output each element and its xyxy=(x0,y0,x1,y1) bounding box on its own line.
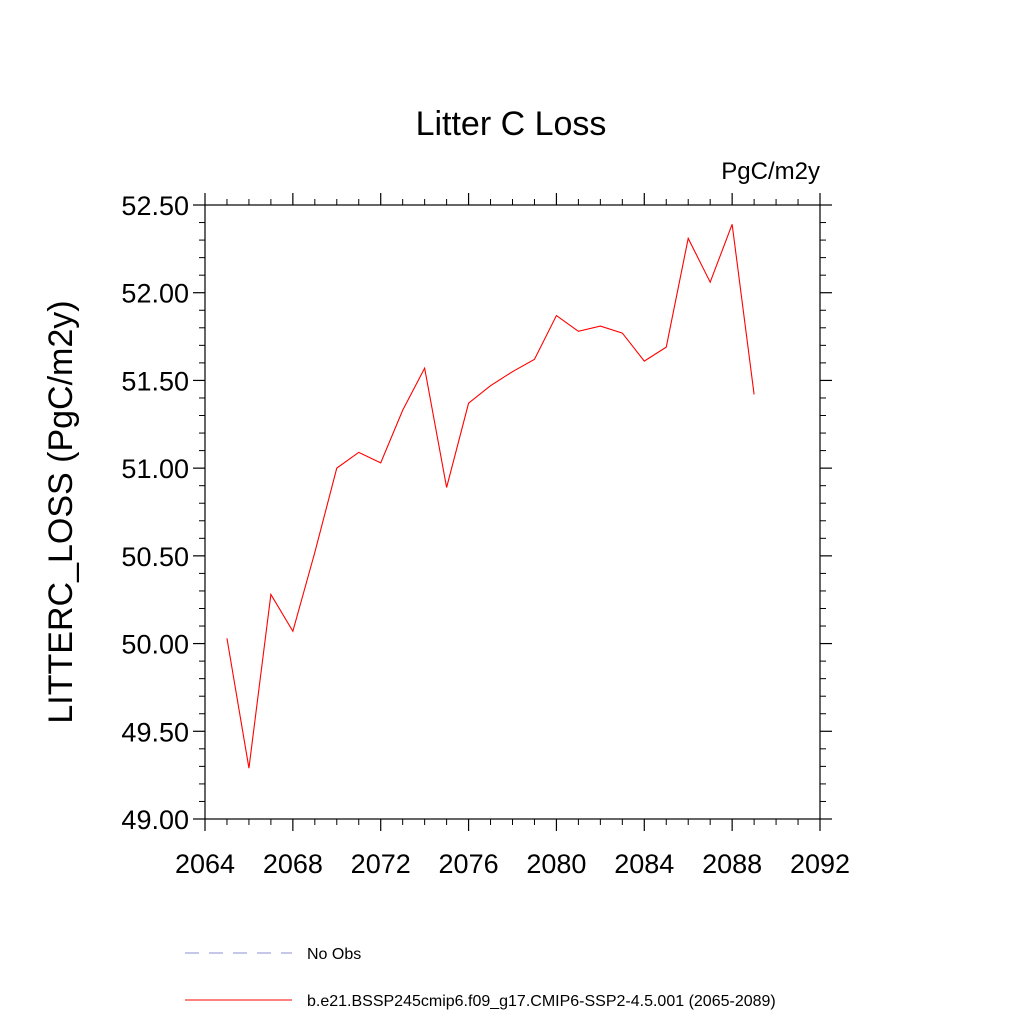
y-tick-label: 50.00 xyxy=(121,630,189,660)
plot-frame xyxy=(204,204,821,820)
minor-ticks xyxy=(199,199,826,825)
x-tick-label: 2068 xyxy=(263,849,323,879)
x-tick-label: 2088 xyxy=(702,849,762,879)
chart-title: Litter C Loss xyxy=(416,105,607,143)
y-tick-label: 52.50 xyxy=(121,191,189,221)
y-tick-label: 51.50 xyxy=(121,366,189,396)
y-axis: 49.00 49.50 50.00 50.50 51.00 51.50 52.00 52.50 xyxy=(121,191,832,835)
legend-label-model: b.e21.BSSP245cmip6.f09_g17.CMIP6-SSP2-4.… xyxy=(307,993,776,1010)
series-layer xyxy=(226,224,755,769)
y-tick-label: 49.50 xyxy=(121,717,189,747)
x-tick-label: 2072 xyxy=(351,849,411,879)
y-tick-label: 50.50 xyxy=(121,542,189,572)
y-tick-label: 52.00 xyxy=(121,279,189,309)
x-tick-label: 2080 xyxy=(526,849,586,879)
x-tick-label: 2092 xyxy=(790,849,850,879)
units-label: PgC/m2y xyxy=(721,158,820,185)
y-axis-label: LITTERC_LOSS (PgC/m2y) xyxy=(42,300,80,723)
x-axis: 2064 2068 2072 2076 2080 2084 2088 2092 xyxy=(175,193,850,879)
x-tick-label: 2084 xyxy=(614,849,674,879)
x-tick-label: 2076 xyxy=(439,849,499,879)
legend: No Obs b.e21.BSSP245cmip6.f09_g17.CMIP6-… xyxy=(185,946,776,1010)
legend-label-no-obs: No Obs xyxy=(307,946,361,963)
y-tick-label: 49.00 xyxy=(121,805,189,835)
x-tick-label: 2064 xyxy=(175,849,235,879)
y-tick-label: 51.00 xyxy=(121,454,189,484)
series-line-0 xyxy=(226,224,755,769)
